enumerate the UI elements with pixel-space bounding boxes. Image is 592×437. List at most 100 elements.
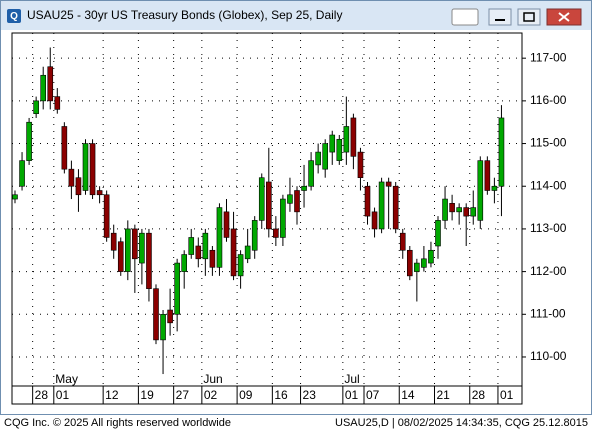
candle-body [75, 177, 82, 196]
y-tick-label: 111-00 [530, 306, 566, 320]
candle-body [12, 194, 18, 200]
maximize-icon [523, 12, 535, 22]
candle-body [258, 177, 265, 221]
candle-body [371, 211, 378, 230]
candle-body [167, 309, 173, 324]
candle-body [146, 232, 152, 289]
candle-body [470, 207, 477, 217]
candle-body [19, 160, 25, 187]
candle-body [329, 134, 336, 153]
candle-body [435, 220, 441, 247]
candle-body [442, 198, 448, 221]
candle-body [385, 181, 392, 187]
candle-body [265, 181, 272, 230]
y-tick-label: 110-00 [530, 349, 567, 363]
x-tick-label: 21 [437, 388, 451, 402]
candle-body [484, 160, 491, 191]
candle-body [280, 198, 286, 238]
candle-body [449, 203, 455, 213]
candle-body [40, 74, 47, 102]
month-label: May [55, 372, 78, 386]
candle-body [392, 185, 399, 230]
minimize-button[interactable] [488, 8, 512, 26]
candle-body [357, 151, 364, 179]
x-tick-label: 02 [204, 388, 218, 402]
candle-body [89, 143, 96, 196]
footer-left: CQG Inc. © 2025 All rights reserved worl… [4, 417, 231, 429]
y-tick-label: 116-00 [530, 93, 567, 107]
candle-body [399, 232, 406, 251]
candle-body [54, 96, 61, 110]
candle-body [209, 249, 216, 268]
x-tick-label: 12 [105, 388, 119, 402]
candle-body [378, 181, 385, 230]
candle-body [322, 143, 329, 170]
candle-body [216, 207, 223, 268]
link-button[interactable] [451, 8, 479, 26]
date-axis [11, 385, 523, 405]
candle-body [202, 232, 209, 260]
candle-body [174, 262, 180, 315]
x-tick-label: 28 [35, 388, 49, 402]
x-tick-label: 27 [176, 388, 190, 402]
month-label: Jul [344, 372, 359, 386]
candle-body [103, 194, 110, 238]
app-icon [7, 9, 21, 23]
candle-body [26, 121, 32, 161]
candle-body [33, 100, 39, 114]
candle-body [188, 237, 195, 255]
candle-body [47, 66, 54, 102]
x-tick-label: 28 [472, 388, 486, 402]
candle-body [350, 117, 357, 157]
candle-body [477, 160, 484, 221]
candle-body [153, 288, 159, 341]
candle-body [68, 168, 75, 187]
app-icon-letter: Q [10, 11, 18, 22]
candle-body [139, 232, 145, 264]
candle-body [181, 254, 187, 272]
x-tick-label: 01 [56, 388, 70, 402]
y-tick-label: 112-00 [530, 264, 567, 278]
window-title: USAU25 - 30yr US Treasury Bonds (Globex)… [27, 8, 342, 22]
y-tick-label: 115-00 [530, 136, 567, 150]
candle-body [336, 138, 343, 161]
candle-body [414, 262, 420, 272]
candle-body [343, 126, 350, 153]
close-icon [558, 12, 570, 22]
x-tick-label: 19 [140, 388, 154, 402]
candle-body [428, 249, 434, 264]
y-tick-label: 117-00 [530, 50, 567, 64]
x-tick-label: 01 [500, 388, 514, 402]
candle-body [301, 185, 307, 191]
candle-body [251, 220, 258, 251]
candle-body [308, 160, 314, 187]
candle-body [273, 228, 279, 238]
candle-body [223, 211, 230, 238]
month-label: Jun [203, 372, 222, 386]
maximize-button[interactable] [517, 8, 541, 26]
x-tick-label: 14 [401, 388, 415, 402]
x-tick-label: 07 [366, 388, 380, 402]
candle-body [82, 143, 89, 191]
candle-body [294, 190, 300, 213]
candle-body [498, 117, 505, 187]
x-tick-label: 09 [239, 388, 253, 402]
candle-body [117, 241, 124, 272]
candles [12, 47, 505, 375]
candle-body [237, 254, 244, 277]
candle-body [125, 228, 131, 272]
candle-body [463, 207, 470, 217]
x-tick-label: 23 [303, 388, 317, 402]
candle-body [456, 207, 462, 213]
candle-body [132, 228, 138, 260]
x-tick-label: 01 [345, 388, 359, 402]
candle-body [160, 313, 166, 341]
candle-body [421, 258, 427, 268]
y-tick-label: 114-00 [530, 178, 567, 192]
footer-right: USAU25,D | 08/02/2025 14:34:35, CQG 25.1… [335, 417, 588, 429]
x-tick-label: 16 [274, 388, 288, 402]
candle-body [110, 232, 117, 251]
y-tick-label: 113-00 [530, 221, 567, 235]
candle-body [364, 185, 371, 217]
